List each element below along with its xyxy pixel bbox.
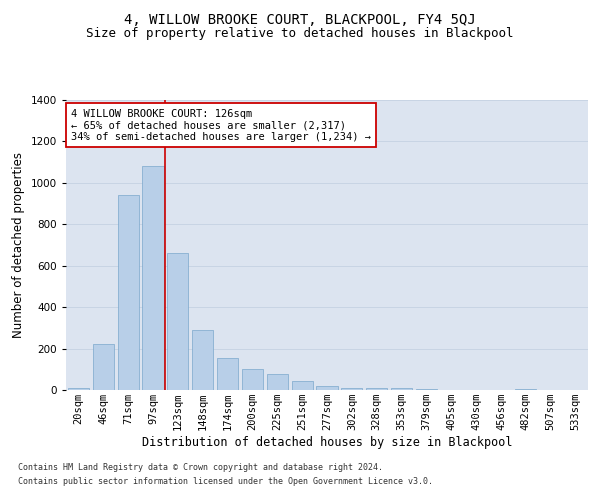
Bar	[341, 388, 362, 390]
Bar	[391, 388, 412, 390]
Bar	[68, 388, 89, 390]
Text: 4, WILLOW BROOKE COURT, BLACKPOOL, FY4 5QJ: 4, WILLOW BROOKE COURT, BLACKPOOL, FY4 5…	[124, 12, 476, 26]
Bar	[267, 374, 288, 390]
Bar	[192, 330, 213, 390]
Bar	[292, 380, 313, 390]
Bar	[167, 254, 188, 390]
Bar	[515, 389, 536, 390]
Bar	[366, 388, 387, 390]
Bar	[217, 358, 238, 390]
Bar	[93, 344, 114, 390]
Text: Distribution of detached houses by size in Blackpool: Distribution of detached houses by size …	[142, 436, 512, 449]
Bar	[118, 196, 139, 390]
Text: 4 WILLOW BROOKE COURT: 126sqm
← 65% of detached houses are smaller (2,317)
34% o: 4 WILLOW BROOKE COURT: 126sqm ← 65% of d…	[71, 108, 371, 142]
Bar	[142, 166, 164, 390]
Bar	[316, 386, 338, 390]
Bar	[242, 370, 263, 390]
Bar	[416, 389, 437, 390]
Text: Contains public sector information licensed under the Open Government Licence v3: Contains public sector information licen…	[18, 477, 433, 486]
Y-axis label: Number of detached properties: Number of detached properties	[12, 152, 25, 338]
Text: Contains HM Land Registry data © Crown copyright and database right 2024.: Contains HM Land Registry data © Crown c…	[18, 464, 383, 472]
Text: Size of property relative to detached houses in Blackpool: Size of property relative to detached ho…	[86, 28, 514, 40]
